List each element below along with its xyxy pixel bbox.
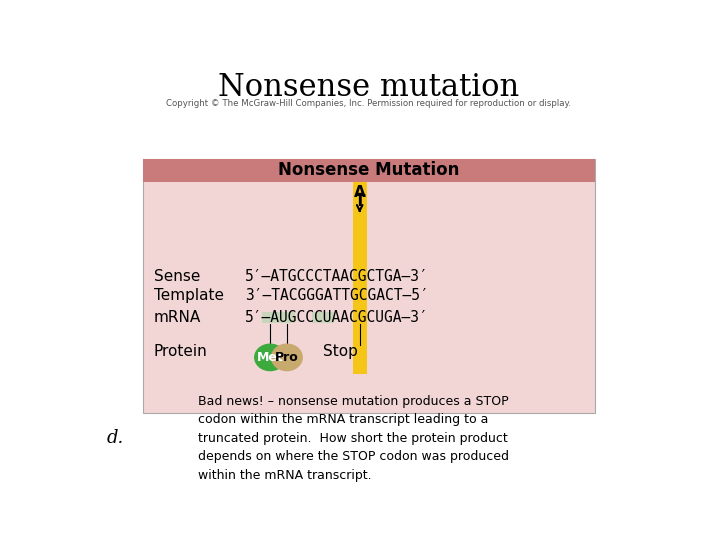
Text: Stop: Stop (323, 344, 358, 359)
Text: 5′–AUGCCCUAACGCUGA–3′: 5′–AUGCCCUAACGCUGA–3′ (245, 310, 428, 325)
Text: d.: d. (107, 429, 125, 447)
Text: Nonsense Mutation: Nonsense Mutation (279, 161, 459, 179)
Text: Template: Template (153, 288, 223, 303)
Text: Nonsense mutation: Nonsense mutation (218, 72, 520, 103)
Bar (279, 312, 295, 323)
Bar (312, 312, 334, 323)
Text: A: A (354, 185, 366, 200)
Text: Met: Met (257, 351, 284, 364)
Ellipse shape (271, 344, 302, 370)
Text: T: T (354, 194, 365, 210)
Bar (262, 312, 279, 323)
Text: Sense: Sense (153, 269, 200, 284)
Text: mRNA: mRNA (153, 310, 201, 325)
Ellipse shape (255, 344, 285, 370)
Text: Pro: Pro (275, 351, 299, 364)
Text: 5′–ATGCCCTAACGCTGA–3′: 5′–ATGCCCTAACGCTGA–3′ (245, 269, 428, 284)
Text: Bad news! – nonsense mutation produces a STOP
codon within the mRNA transcript l: Bad news! – nonsense mutation produces a… (199, 395, 510, 482)
Text: 3′–TACGGGATTGCGACT–5′: 3′–TACGGGATTGCGACT–5′ (245, 288, 428, 303)
Bar (143, 159, 595, 182)
Text: Protein: Protein (153, 344, 207, 359)
Bar (143, 159, 595, 413)
Bar (353, 182, 366, 374)
Text: Copyright © The McGraw-Hill Companies, Inc. Permission required for reproduction: Copyright © The McGraw-Hill Companies, I… (166, 99, 572, 108)
